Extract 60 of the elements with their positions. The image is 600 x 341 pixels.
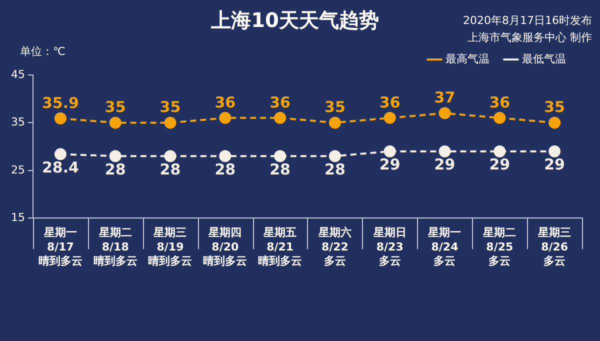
text: 2020年8月17日16时发布 [463,13,592,29]
data-label: 35 [160,98,181,116]
x-tick-label: 星期三 8/19 晴到多云 [148,226,192,268]
x-tick-label: 星期六 8/22 多云 [317,226,352,268]
data-label: 35.9 [42,94,79,112]
y-axis-title: 单位：℃ [20,44,66,59]
data-label: 36 [270,93,290,112]
point [164,116,176,129]
point [548,116,561,129]
data-label: 28 [104,160,126,178]
point [164,150,176,162]
point [109,116,122,129]
point [384,145,396,158]
data-label: 29 [434,156,456,174]
point [548,145,561,158]
data-label: 36 [214,93,236,112]
data-label: 29 [379,156,400,174]
x-tick-label: 星期二 8/25 多云 [482,226,516,268]
point [219,150,232,162]
x-tick-label: 星期一 8/24 多云 [427,226,462,268]
legend-label: 最低气温 [522,52,566,66]
point [328,116,341,129]
point [54,112,66,124]
y-tick-label: 15 [10,210,25,224]
point [328,150,341,162]
point [494,112,506,124]
point [274,150,286,162]
x-tick-label: 星期日 8/23 多云 [372,226,406,268]
text: 上海市气象服务中心 制作 [466,30,592,46]
x-tick-label: 星期一 8/17 晴到多云 [38,226,82,268]
point [384,112,396,124]
data-label: 28 [160,160,181,178]
data-label: 35 [544,98,565,116]
data-label: 28 [270,160,290,178]
point [54,148,66,160]
x-tick-label: 星期三 8/26 多云 [537,226,572,268]
data-label: 29 [489,156,510,174]
legend-label: 最高气温 [446,52,490,66]
data-label: 28 [214,160,236,178]
data-label: 29 [544,156,565,174]
point [274,112,286,124]
chart-title: 上海10天天气趋势 [210,8,379,32]
data-label: 35 [104,98,126,116]
data-label: 36 [489,93,510,112]
y-tick-label: 35 [10,116,25,129]
x-tick-label: 星期四 8/20 晴到多云 [203,226,248,268]
data-label: 37 [434,88,456,107]
point [219,112,232,124]
point [438,145,451,158]
point [494,145,506,158]
point [438,107,451,120]
data-label: 28 [324,160,346,178]
data-label: 35 [324,98,346,116]
point [109,150,122,162]
y-tick-label: 45 [10,68,25,81]
data-label: 28.4 [42,158,79,177]
x-tick-label: 星期五 8/21 晴到多云 [258,226,302,268]
x-tick-label: 星期二 8/18 晴到多云 [93,226,138,268]
data-label: 36 [379,93,400,112]
y-tick-label: 25 [10,163,25,176]
